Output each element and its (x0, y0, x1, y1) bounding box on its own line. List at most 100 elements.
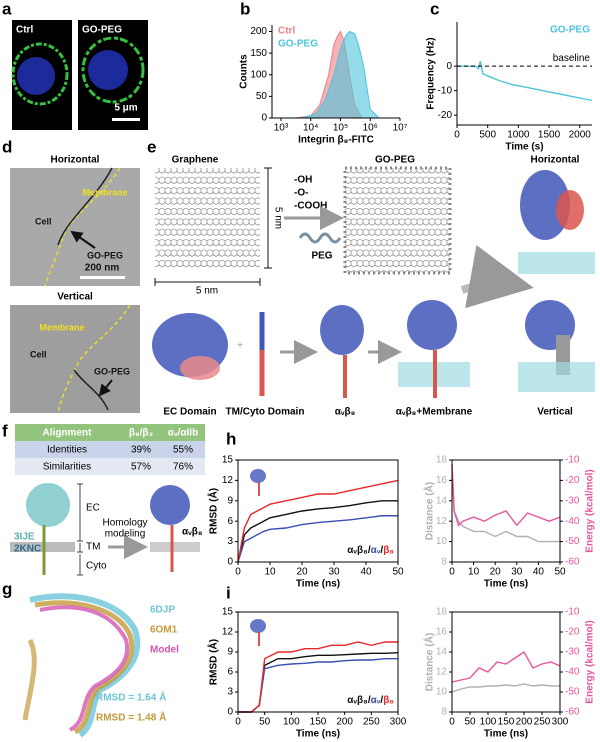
y-tick-label: -20 (438, 110, 453, 121)
x-axis-label: Time (ns) (484, 729, 528, 740)
y-tick-label: 12 (222, 475, 234, 486)
structure-6djp (29, 593, 141, 738)
table-cell: Identities (47, 445, 87, 456)
legend: αᵥβ₈/αᵥ/β₈ (347, 545, 394, 556)
group-label: -COOH (294, 201, 327, 212)
scale-label: 5 μm (114, 103, 137, 114)
rmsd-label: RMSD = 1.64 Å (96, 691, 166, 704)
area-outline (301, 30, 380, 119)
y-tick-label: 12 (436, 516, 448, 527)
table-header-cell: Alignment (43, 428, 93, 439)
x-tick-label: 500 (479, 130, 496, 141)
membrane-label: Membrane (82, 187, 127, 197)
table-row (15, 441, 205, 458)
scale-bar (80, 276, 125, 279)
y-tick-label: 3 (227, 687, 233, 698)
x-tick-label: 150 (310, 717, 327, 728)
legend: αᵥβ₈/αᵥ/β₈ (347, 695, 394, 706)
panel-label: e (147, 137, 156, 156)
structure-label: Model (150, 645, 179, 656)
panel-label: a (2, 0, 12, 18)
panel-e: e Graphene 5 nm 5 nm -OH -O- -COOH PEG G… (147, 137, 595, 418)
label: TM/Cyto Domain (226, 407, 305, 418)
legend-entry: GO-PEG (550, 25, 590, 36)
panel-label: i (226, 583, 231, 602)
x-tick-label: 10 (264, 567, 276, 578)
membrane-stain (81, 36, 145, 104)
x-tick-label: 100 (480, 717, 497, 728)
y-axis-label: Counts (239, 54, 250, 89)
arrow (460, 245, 534, 309)
table-header (15, 424, 205, 441)
pdb-label: 3IJE (14, 532, 35, 543)
panel-label: h (226, 429, 236, 448)
go-peg-trace (57, 167, 113, 246)
line (457, 61, 593, 102)
x-axis-label: Time (ns) (484, 579, 528, 590)
line (238, 641, 398, 713)
y2-tick-label: -40 (565, 667, 580, 678)
membrane-label: Membrane (39, 322, 84, 332)
y-tick-label: 0 (261, 113, 267, 124)
y-tick-label: 200 (250, 26, 267, 37)
protein (180, 356, 220, 380)
arrow-label: GO-PEG (87, 250, 123, 260)
image-label: GO-PEG (82, 25, 122, 36)
y2-axis-label: Energy (kcal/mol) (585, 620, 596, 703)
y-tick-label: 0 (446, 61, 452, 72)
structure-model (39, 605, 130, 732)
image-title: Horizontal (51, 155, 100, 166)
x-tick-label: 30 (511, 567, 523, 578)
y2-tick-label: -10 (565, 607, 580, 618)
rmsd-label: RMSD = 1.48 Å (96, 711, 166, 724)
protein (520, 170, 570, 240)
x-tick-label: 10⁷ (393, 123, 408, 134)
line (237, 515, 398, 563)
region-label: EC (86, 503, 100, 514)
label: αᵥβ₈ (335, 407, 356, 418)
table-cell: 39% (131, 445, 151, 456)
legend-separator: / (368, 695, 371, 706)
legend-separator: / (368, 545, 371, 556)
table-row (15, 458, 205, 475)
x-tick-label: 50 (554, 567, 566, 578)
x-tick-label: 250 (363, 717, 380, 728)
x-tick-label: 10⁴ (303, 123, 318, 134)
y2-tick-label: -60 (565, 557, 580, 568)
line (451, 465, 560, 543)
micrograph (10, 168, 140, 286)
x-tick-label: 40 (533, 567, 545, 578)
scale-bar (112, 118, 140, 121)
structure-6om1 (34, 600, 135, 735)
legend-entry: αᵥβ₈ (347, 545, 368, 556)
arrow-label: GO-PEG (94, 366, 130, 376)
y2-tick-label: -40 (565, 516, 580, 527)
legend-separator: / (380, 695, 383, 706)
x-tick-label: 300 (552, 717, 569, 728)
chart: 0 50 100 150 200 250 30003691215αᵥβ₈/αᵥ/β₈Time… (207, 583, 407, 739)
y-tick-label: 150 (250, 48, 267, 59)
y2-axis-label: Energy (kcal/mol) (585, 469, 596, 552)
y-tick-label: 14 (436, 647, 448, 658)
y-tick-label: 9 (227, 495, 233, 506)
x-tick-label: 40 (360, 567, 372, 578)
go-peg-trace (73, 369, 109, 411)
structure-label: 6DJP (150, 605, 175, 616)
legend-entry: β₈ (383, 695, 394, 706)
x-axis-label: Integrin β₈-FITC (298, 135, 374, 146)
y-tick-label: 15 (222, 607, 234, 618)
y2-tick-label: -30 (565, 495, 580, 506)
inset-protein (250, 469, 266, 483)
x-tick-label: 20 (490, 567, 502, 578)
label: PEG (311, 251, 332, 262)
cell-label: Cell (30, 349, 47, 359)
panel-d: d Horizontal Membrane Cell GO-PEG 200 nm… (2, 137, 140, 414)
panel-label: d (2, 137, 12, 156)
x-tick-label: 0 (449, 567, 455, 578)
table-cell: 57% (131, 462, 151, 473)
legend-separator: / (380, 545, 383, 556)
protein (320, 305, 364, 355)
label: Graphene (172, 155, 219, 166)
step-label: Homology (102, 518, 147, 529)
